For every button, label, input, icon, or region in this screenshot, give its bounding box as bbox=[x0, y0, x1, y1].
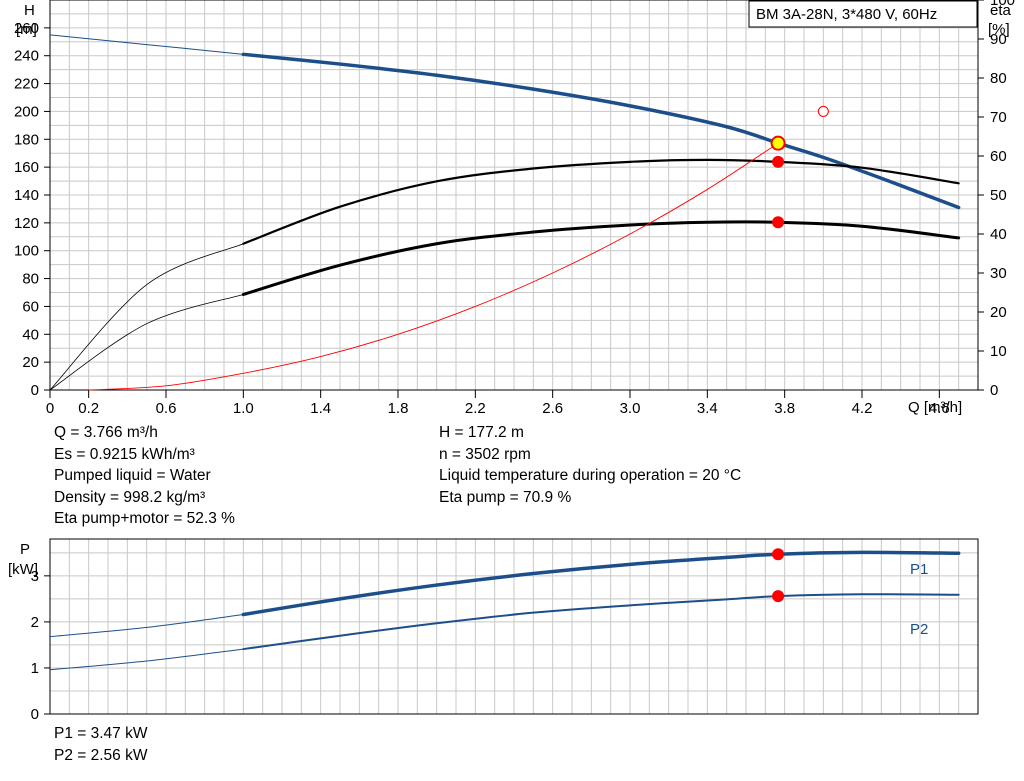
power-duty-marker bbox=[772, 590, 785, 603]
bottom-chart-markers bbox=[772, 548, 785, 603]
top-chart-grid bbox=[49, 0, 979, 391]
bottom-chart: 0 1 2 3 P [kW] P1 P2 bbox=[8, 538, 979, 723]
readout-left-column: Q = 3.766 m³/h Es = 0.9215 kWh/m³ Pumped… bbox=[54, 422, 235, 530]
x-tick-label: 1.4 bbox=[310, 400, 331, 417]
y2-tick-label: 10 bbox=[990, 343, 1007, 360]
top-chart-markers bbox=[770, 105, 829, 229]
readout-head: H = 177.2 m bbox=[439, 424, 524, 441]
y2-tick-label: 80 bbox=[990, 70, 1007, 87]
x-tick-label: 1.8 bbox=[388, 400, 409, 417]
readout-speed: n = 3502 rpm bbox=[439, 445, 531, 463]
readout-specific-energy: Es = 0.9215 kWh/m³ bbox=[54, 445, 195, 463]
y2-tick-label: 70 bbox=[990, 109, 1007, 126]
readout-eta-pump: Eta pump = 70.9 % bbox=[439, 488, 572, 506]
model-title-box bbox=[748, 0, 978, 28]
duty-point-marker bbox=[772, 155, 785, 168]
readout-p2: P2 = 2.56 kW bbox=[54, 746, 148, 764]
y2-tick-label: 30 bbox=[990, 265, 1007, 282]
readout-flow: Q = 3.766 m³/h bbox=[54, 424, 158, 441]
y2-tick-label: 90 bbox=[990, 31, 1007, 48]
x-tick-label: 0 bbox=[46, 400, 54, 417]
left-axis-label-h-unit: [m] bbox=[16, 21, 37, 38]
y-tick-label: 140 bbox=[14, 187, 39, 204]
y-tick-label: 160 bbox=[14, 159, 39, 176]
p2-series-label: P2 bbox=[910, 621, 928, 638]
power-axis-label-p: P bbox=[20, 541, 30, 558]
power-axis-label-unit: [kW] bbox=[8, 561, 38, 578]
readout-eta-pump-motor: Eta pump+motor = 52.3 % bbox=[54, 510, 235, 527]
eta-pump-motor-curve bbox=[241, 220, 961, 296]
x-tick-label: 3.8 bbox=[774, 400, 795, 417]
y-tick-label: 200 bbox=[14, 103, 39, 120]
p2-curve-extrapolated bbox=[49, 648, 244, 671]
y2-tick-label: 60 bbox=[990, 148, 1007, 165]
eta-pump-curve-extrapolated bbox=[49, 243, 244, 391]
x-tick-label: 1.0 bbox=[233, 400, 254, 417]
top-chart: 0 0.2 0.6 1.0 1.4 1.8 2.2 2.6 3.0 3.4 3.8 4.2 4.6 0 20… bbox=[14, 0, 1015, 417]
bottom-chart-ticks: 0 1 2 3 bbox=[31, 568, 50, 723]
y2-tick-label: 50 bbox=[990, 187, 1007, 204]
p2-curve bbox=[242, 593, 960, 651]
readout-power-column: P1 = 3.47 kW P2 = 2.56 kW bbox=[54, 723, 147, 766]
readout-density: Density = 998.2 kg/m³ bbox=[54, 488, 206, 506]
y-tick-label: 60 bbox=[22, 298, 39, 315]
y-tick-label: 240 bbox=[14, 48, 39, 65]
y-tick-label: 80 bbox=[22, 271, 39, 288]
y-tick-label: 180 bbox=[14, 131, 39, 148]
open-marker bbox=[817, 105, 829, 117]
head-curve bbox=[241, 52, 961, 210]
y-tick-label: 3 bbox=[31, 568, 39, 585]
y-tick-label: 40 bbox=[22, 326, 39, 343]
bottom-chart-curves bbox=[49, 550, 961, 671]
y2-tick-label: 0 bbox=[990, 382, 998, 399]
bottom-chart-grid bbox=[49, 539, 979, 715]
p1-curve bbox=[241, 550, 961, 617]
x-tick-label: 0.2 bbox=[78, 400, 99, 417]
p1-curve-extrapolated bbox=[49, 614, 244, 638]
duty-point-marker bbox=[772, 216, 785, 229]
y-tick-label: 100 bbox=[14, 243, 39, 260]
left-axis-label-h: H bbox=[24, 2, 35, 19]
x-tick-label: 0.6 bbox=[156, 400, 177, 417]
power-duty-marker bbox=[772, 548, 785, 561]
readout-liquid-temperature: Liquid temperature during operation = 20… bbox=[439, 467, 742, 484]
y2-tick-label: 20 bbox=[990, 304, 1007, 321]
eta-pump-motor-curve-extrapolated bbox=[49, 294, 244, 391]
x-tick-label: 2.6 bbox=[542, 400, 563, 417]
duty-point-head-marker bbox=[770, 135, 786, 151]
y-tick-label: 220 bbox=[14, 76, 39, 93]
y2-tick-label: 40 bbox=[990, 226, 1007, 243]
x-tick-label: 3.0 bbox=[620, 400, 641, 417]
x-tick-label: 3.4 bbox=[697, 400, 718, 417]
y-tick-label: 120 bbox=[14, 215, 39, 232]
y-tick-label: 0 bbox=[31, 706, 39, 723]
p1-series-label: P1 bbox=[910, 561, 928, 578]
x-tick-label: 2.2 bbox=[465, 400, 486, 417]
y-tick-label: 260 bbox=[14, 20, 39, 37]
readout-p1: P1 = 3.47 kW bbox=[54, 725, 148, 742]
y2-tick-label: 100 bbox=[990, 0, 1015, 9]
y-tick-label: 2 bbox=[31, 614, 39, 631]
top-chart-ticks: 0 0.2 0.6 1.0 1.4 1.8 2.2 2.6 3.0 3.4 3.8 4.2 4.6 0 20… bbox=[14, 0, 1015, 417]
bottom-chart-frame bbox=[49, 538, 979, 715]
right-axis-label-eta-unit: [%] bbox=[988, 21, 1010, 38]
y-tick-label: 20 bbox=[22, 354, 39, 371]
x-tick-label: 4.2 bbox=[852, 400, 873, 417]
right-axis-label-eta: eta bbox=[990, 2, 1012, 19]
system-curve bbox=[88, 142, 779, 391]
head-curve-extrapolated bbox=[49, 34, 244, 55]
eta-pump-curve bbox=[242, 158, 960, 245]
x-tick-label: 4.6 bbox=[929, 400, 950, 417]
top-chart-curves bbox=[49, 34, 961, 391]
model-title: BM 3A-28N, 3*480 V, 60Hz bbox=[756, 6, 937, 23]
readout-pumped-liquid: Pumped liquid = Water bbox=[54, 467, 211, 484]
x-axis-label: Q [m³/h] bbox=[908, 399, 962, 416]
readout-right-column: H = 177.2 m n = 3502 rpm Liquid temperat… bbox=[439, 422, 741, 508]
y-tick-label: 1 bbox=[31, 660, 39, 677]
y-tick-label: 0 bbox=[31, 382, 39, 399]
